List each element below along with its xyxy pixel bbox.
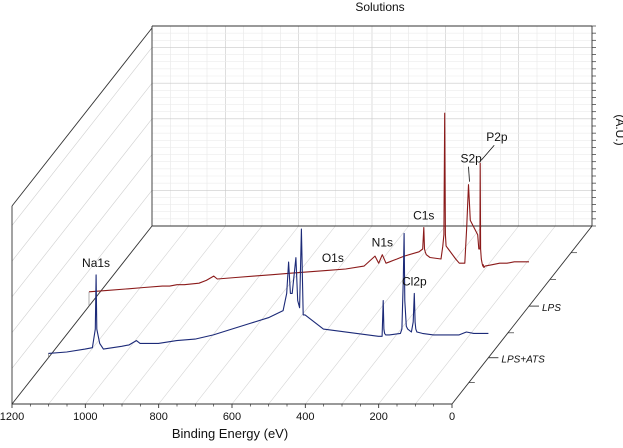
peak-label: P2p xyxy=(486,130,508,144)
box-edge xyxy=(11,225,153,405)
floor-gridline xyxy=(85,225,226,405)
annotation-pointer xyxy=(468,166,470,182)
series-label: LPS+ATS xyxy=(501,355,545,366)
box-edge xyxy=(11,27,153,207)
side-wall-gridline xyxy=(11,190,153,369)
series-line-lps xyxy=(88,112,529,293)
box-edge xyxy=(451,225,593,405)
peak-label: Cl2p xyxy=(402,274,427,288)
axes: 1200 1000 800 600 400 200 0 LPS LPS+ATS xyxy=(0,25,596,423)
side-wall-gridline xyxy=(11,154,153,333)
floor-gridline xyxy=(415,225,556,405)
floor-gridline xyxy=(268,225,409,405)
floor-gridline xyxy=(121,225,263,405)
floor-gridline xyxy=(231,225,373,405)
x-tick-label: 0 xyxy=(449,411,455,423)
peak-label: N1s xyxy=(372,236,393,250)
floor-gridline xyxy=(195,225,336,405)
floor-gridline xyxy=(378,225,519,405)
floor-gridline xyxy=(341,225,483,405)
floor-gridline xyxy=(305,225,446,405)
x-tick-label: 1000 xyxy=(73,411,97,423)
side-wall-gridline xyxy=(11,82,153,262)
grid xyxy=(11,25,593,405)
peak-label: Na1s xyxy=(82,256,110,270)
peak-label: C1s xyxy=(413,209,434,223)
x-tick-label: 1200 xyxy=(0,411,24,423)
series-line-lps-ats xyxy=(48,228,489,354)
x-axis-label: Binding Energy (eV) xyxy=(172,426,288,441)
peak-label: O1s xyxy=(322,251,344,265)
y-axis-label: (A.U.) xyxy=(613,114,623,145)
x-tick-label: 400 xyxy=(296,411,314,423)
x-tick-label: 800 xyxy=(149,411,167,423)
chart-title: Solutions xyxy=(355,0,404,14)
floor-gridline xyxy=(48,225,189,405)
series-label: LPS xyxy=(542,303,561,314)
series-layer xyxy=(48,112,529,358)
peak-label: S2p xyxy=(461,152,483,166)
x-tick-label: 600 xyxy=(223,411,241,423)
floor-gridline xyxy=(158,225,299,405)
side-wall-gridline xyxy=(11,47,153,226)
annotation-pointer xyxy=(480,144,495,161)
side-wall-gridline xyxy=(11,118,153,298)
x-tick-label: 200 xyxy=(369,411,387,423)
